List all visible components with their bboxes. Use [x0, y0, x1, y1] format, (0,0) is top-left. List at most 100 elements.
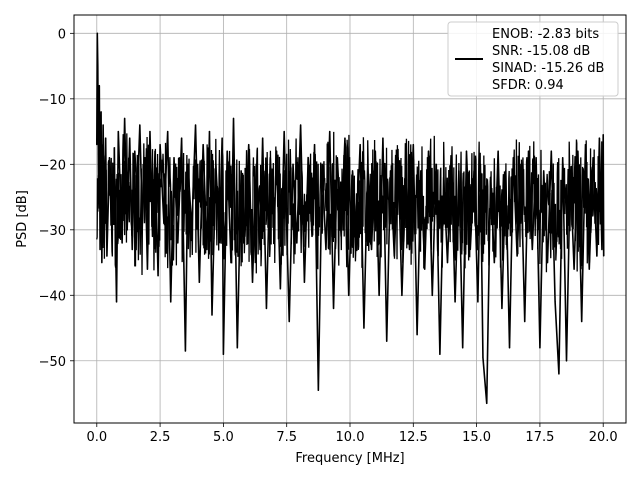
psd-data-point — [479, 163, 481, 165]
psd-data-point — [581, 320, 583, 323]
psd-data-point — [113, 183, 116, 185]
x-tick-label: 17.5 — [525, 430, 554, 445]
psd-data-point — [275, 150, 278, 152]
psd-data-point — [325, 248, 327, 251]
legend-entry-snr: SNR: -15.08 dB — [492, 44, 590, 59]
psd-data-point — [97, 196, 100, 198]
psd-data-point — [317, 389, 319, 391]
legend-entry-sfdr: SFDR: 0.94 — [492, 78, 564, 93]
psd-data-point — [386, 340, 388, 342]
psd-data-point — [202, 144, 204, 146]
psd-data-point — [355, 242, 357, 244]
psd-data-point — [100, 111, 102, 113]
psd-data-point — [105, 137, 107, 139]
psd-data-point — [187, 163, 189, 165]
psd-data-point — [96, 144, 98, 146]
psd-data-point — [149, 130, 151, 133]
psd-data-point — [569, 170, 571, 172]
psd-data-point — [101, 261, 103, 264]
psd-data-point — [539, 347, 541, 349]
y-tick-label: −30 — [39, 224, 66, 239]
psd-data-point — [450, 157, 452, 159]
psd-data-point — [273, 229, 275, 231]
psd-data-point — [584, 144, 587, 146]
psd-data-point — [592, 157, 594, 159]
psd-data-point — [336, 157, 338, 159]
psd-data-point — [351, 170, 354, 172]
psd-data-point — [486, 402, 488, 404]
psd-data-point — [226, 150, 228, 152]
psd-data-point — [389, 170, 392, 172]
x-tick-label: 10.0 — [336, 430, 365, 445]
psd-data-point — [292, 163, 294, 165]
psd-data-point — [141, 222, 143, 224]
psd-data-point — [283, 130, 285, 133]
psd-data-point — [300, 124, 302, 126]
psd-data-point — [111, 216, 113, 218]
psd-data-point — [363, 327, 365, 329]
psd-data-point — [98, 85, 100, 87]
psd-data-point — [173, 157, 175, 159]
psd-data-point — [279, 288, 281, 290]
psd-data-point — [416, 333, 418, 336]
psd-data-point — [144, 157, 146, 159]
psd-data-point — [230, 261, 232, 264]
psd-data-point — [424, 268, 426, 270]
psd-data-point — [194, 124, 197, 126]
psd-data-point — [163, 222, 165, 224]
psd-data-point — [251, 281, 254, 283]
psd-data-point — [435, 163, 437, 165]
psd-data-point — [535, 157, 537, 159]
psd-data-point — [108, 157, 111, 159]
psd-data-point — [221, 137, 223, 139]
psd-data-point — [151, 235, 154, 237]
psd-data-point — [332, 307, 335, 309]
psd-data-point — [378, 294, 380, 296]
psd-data-point — [370, 248, 373, 251]
psd-data-point — [603, 255, 605, 257]
psd-data-point — [215, 163, 217, 165]
psd-data-point — [159, 144, 161, 146]
psd-data-point — [602, 134, 604, 136]
psd-data-point — [489, 176, 492, 179]
psd-data-point — [157, 275, 159, 277]
psd-data-point — [248, 144, 250, 146]
psd-data-point — [554, 301, 556, 303]
psd-data-point — [259, 248, 261, 251]
psd-data-point — [313, 144, 316, 146]
psd-data-point — [136, 196, 138, 198]
psd-data-point — [177, 242, 179, 244]
legend-box — [447, 21, 619, 97]
psd-data-point — [296, 242, 298, 244]
psd-data-point — [359, 144, 361, 146]
psd-data-point — [501, 307, 503, 309]
psd-data-point — [262, 137, 264, 139]
plot-area — [95, 32, 605, 405]
x-tick-label: 15.0 — [462, 430, 491, 445]
psd-data-point — [550, 150, 552, 152]
psd-data-point — [99, 248, 101, 251]
psd-data-point — [236, 347, 238, 349]
psd-data-point — [512, 157, 514, 159]
psd-data-point — [321, 163, 323, 165]
psd-data-point — [393, 255, 395, 257]
psd-data-point — [131, 248, 133, 251]
psd-data-point — [211, 314, 213, 316]
psd-data-point — [269, 157, 271, 159]
psd-data-point — [126, 229, 128, 231]
psd-data-point — [340, 235, 342, 237]
legend-entry-sinad: SINAD: -15.26 dB — [492, 61, 604, 76]
psd-data-point — [240, 170, 242, 172]
psd-data-point — [558, 373, 560, 375]
psd-data-point — [344, 137, 346, 139]
psd-data-point — [573, 268, 575, 270]
psd-data-point — [577, 150, 579, 152]
psd-data-point — [329, 130, 331, 133]
legend: ENOB: -2.83 bits SNR: -15.08 dB SINAD: -… — [447, 21, 619, 97]
y-tick-label: −10 — [39, 93, 66, 108]
x-tick-label: 12.5 — [399, 430, 428, 445]
psd-data-point — [382, 137, 384, 139]
psd-data-point — [134, 150, 136, 152]
y-axis-title: PSD [dB] — [15, 190, 30, 248]
psd-data-point — [255, 163, 257, 165]
